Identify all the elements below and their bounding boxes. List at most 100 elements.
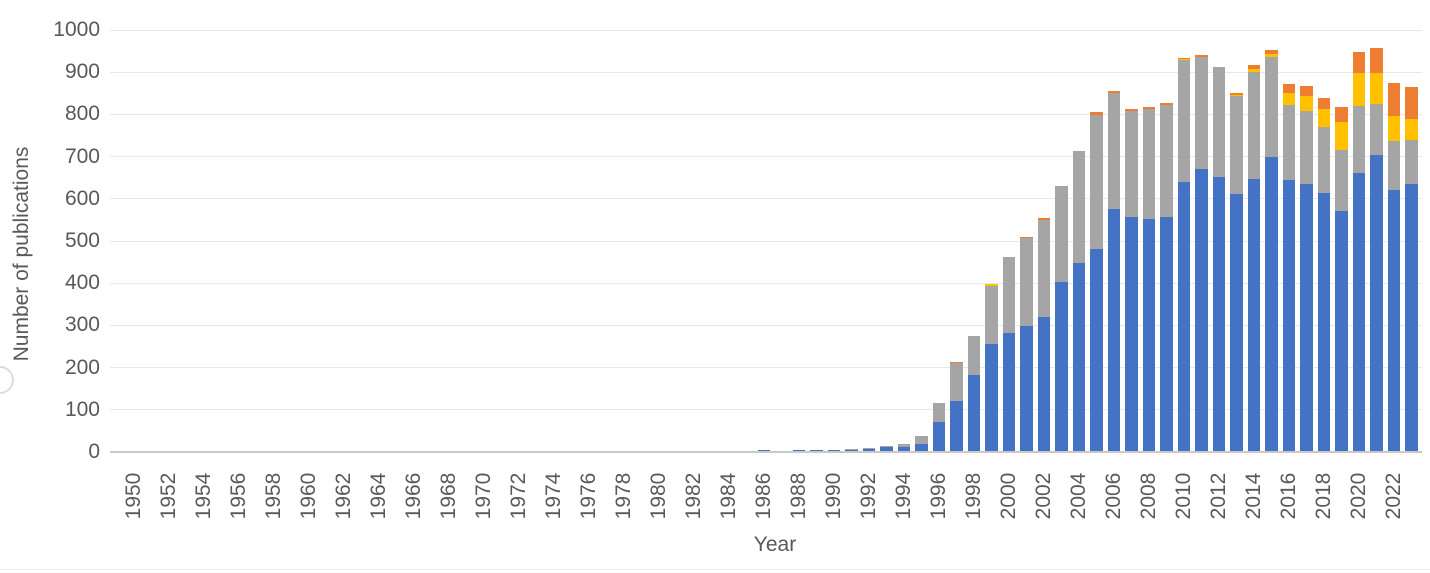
bar-segment-gray-1998 <box>967 336 980 376</box>
gridline-y500 <box>110 240 1422 242</box>
y-tick-label: 0 <box>88 440 100 463</box>
bar-segment-gray-2018 <box>1317 127 1330 193</box>
x-axis-title: Year <box>753 533 797 556</box>
x-tick-label-1998: 1998 <box>961 472 985 520</box>
bar-segment-blue-1999 <box>985 344 998 452</box>
bar-segment-blue-2004 <box>1072 263 1085 452</box>
bar-2003 <box>1055 186 1068 452</box>
bar-segment-gray-2007 <box>1125 111 1138 217</box>
x-tick-label-1950: 1950 <box>121 472 145 520</box>
bar-2007 <box>1125 109 1138 452</box>
bar-segment-orange-1997 <box>950 361 963 363</box>
bar-1995 <box>915 435 928 452</box>
bar-2015 <box>1265 50 1278 452</box>
x-tick-label-1976: 1976 <box>576 472 600 520</box>
bar-segment-orange-2020 <box>1352 52 1365 74</box>
bar-segment-orange-2002 <box>1037 217 1050 220</box>
bar-segment-blue-1993 <box>880 446 893 452</box>
bar-segment-gray-2002 <box>1037 219 1050 317</box>
bar-segment-gray-1996 <box>932 403 945 423</box>
bar-segment-orange-2023 <box>1405 87 1418 119</box>
bar-2017 <box>1300 86 1313 452</box>
gridline-y600 <box>110 198 1422 200</box>
bar-segment-orange-2019 <box>1335 106 1348 123</box>
bar-2023 <box>1405 87 1418 452</box>
gridline-y300 <box>110 324 1422 326</box>
bar-2020 <box>1352 52 1365 452</box>
bar-segment-blue-2000 <box>1002 332 1015 452</box>
bar-segment-gray-2016 <box>1282 104 1295 180</box>
bar-segment-orange-2006 <box>1107 90 1120 94</box>
bar-segment-yellow-2015 <box>1265 54 1278 58</box>
x-tick-label-2002: 2002 <box>1031 472 1055 520</box>
bar-segment-gray-1995 <box>915 435 928 444</box>
gridline-y400 <box>110 282 1422 284</box>
x-tick-label-1954: 1954 <box>191 472 215 520</box>
bar-segment-orange-2022 <box>1387 83 1400 116</box>
bar-segment-gray-1999 <box>985 285 998 345</box>
x-tick-label-1982: 1982 <box>681 472 705 520</box>
x-tick-label-1986: 1986 <box>751 472 775 520</box>
bar-segment-orange-2008 <box>1142 106 1155 109</box>
bar-2009 <box>1160 102 1173 452</box>
x-tick-label-1962: 1962 <box>331 472 355 520</box>
bar-2022 <box>1387 83 1400 452</box>
y-tick-label: 1000 <box>53 18 100 41</box>
bar-2000 <box>1002 257 1015 452</box>
y-tick-label: 700 <box>64 144 100 168</box>
bar-segment-gray-1991 <box>845 448 858 450</box>
bar-2008 <box>1142 106 1155 452</box>
x-tick-label-1996: 1996 <box>926 472 950 520</box>
x-tick-label-2022: 2022 <box>1381 472 1405 520</box>
bar-segment-gray-2008 <box>1142 108 1155 220</box>
bar-segment-gray-2010 <box>1177 60 1190 182</box>
x-tick-label-1966: 1966 <box>401 472 425 520</box>
bar-segment-gray-1994 <box>897 444 910 447</box>
gridline-y200 <box>110 367 1422 369</box>
x-tick-label-1968: 1968 <box>436 472 460 520</box>
bar-segment-gray-2014 <box>1247 72 1260 180</box>
bar-segment-orange-2001 <box>1020 236 1033 239</box>
bar-segment-yellow-2014 <box>1247 68 1260 73</box>
x-tick-label-1988: 1988 <box>786 472 810 520</box>
bar-segment-yellow-2022 <box>1387 115 1400 141</box>
bar-segment-orange-2011 <box>1195 55 1208 58</box>
y-tick-label: 400 <box>64 271 100 295</box>
bar-segment-blue-2011 <box>1195 169 1208 452</box>
bar-segment-gray-1997 <box>950 362 963 401</box>
bar-segment-yellow-2016 <box>1282 92 1295 105</box>
bar-segment-gray-2021 <box>1370 103 1383 155</box>
bar-segment-blue-1997 <box>950 400 963 452</box>
gridline-y700 <box>110 156 1422 158</box>
bar-2012 <box>1212 66 1225 452</box>
x-tick-label-2016: 2016 <box>1276 472 1300 520</box>
bar-segment-gray-2023 <box>1405 140 1418 185</box>
x-tick-label-1992: 1992 <box>856 472 880 520</box>
bar-segment-orange-2009 <box>1160 102 1173 106</box>
bar-segment-blue-2023 <box>1405 184 1418 452</box>
bar-segment-orange-2016 <box>1282 84 1295 93</box>
bar-segment-blue-1991 <box>845 449 858 452</box>
bar-segment-blue-1992 <box>862 448 875 452</box>
bar-segment-gray-2022 <box>1387 141 1400 190</box>
bar-segment-gray-2000 <box>1002 257 1015 333</box>
x-tick-label-2008: 2008 <box>1136 472 1160 520</box>
bar-segment-blue-2003 <box>1055 281 1068 452</box>
bar-2010 <box>1177 57 1190 452</box>
bar-segment-gray-2020 <box>1352 106 1365 174</box>
bar-segment-gray-2017 <box>1300 111 1313 185</box>
bar-segment-blue-2013 <box>1230 193 1243 452</box>
bar-segment-gray-2005 <box>1090 114 1103 249</box>
bar-segment-gray-2009 <box>1160 105 1173 217</box>
x-tick-label-1984: 1984 <box>716 472 740 520</box>
x-tick-label-1956: 1956 <box>226 472 250 520</box>
bar-segment-gray-2004 <box>1072 151 1085 264</box>
bar-1992 <box>862 447 875 452</box>
x-axis-line <box>110 451 1422 453</box>
bar-segment-blue-2005 <box>1090 248 1103 452</box>
y-tick-label: 200 <box>64 355 100 379</box>
bar-segment-blue-2002 <box>1037 316 1050 452</box>
bar-segment-blue-2022 <box>1387 189 1400 452</box>
bar-2002 <box>1037 217 1050 452</box>
bar-2001 <box>1020 236 1033 452</box>
